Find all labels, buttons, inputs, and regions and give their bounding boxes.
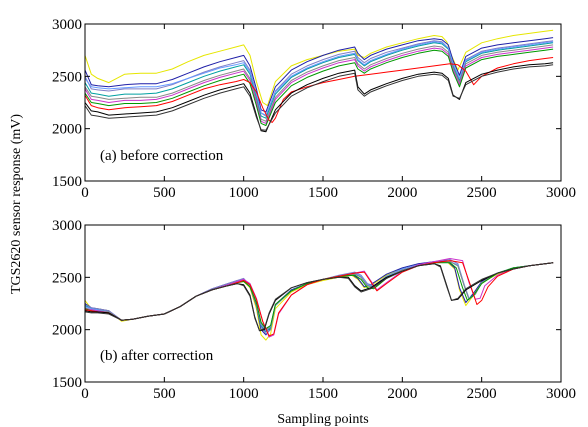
y-tick-label: 2500 xyxy=(52,270,82,286)
y-axis-label: TGS2620 sensor response (mV) xyxy=(9,114,24,294)
series-line-1 xyxy=(84,261,554,341)
x-tick-label: 500 xyxy=(153,185,176,201)
series-line-11 xyxy=(84,64,554,131)
series-line-9 xyxy=(84,260,554,337)
series-line-5 xyxy=(84,41,554,116)
x-tick-label: 1000 xyxy=(229,185,259,201)
y-tick-label: 3000 xyxy=(52,218,82,234)
x-tick-label: 2500 xyxy=(467,185,497,201)
series-line-11 xyxy=(84,262,554,332)
series-line-5 xyxy=(84,261,554,332)
y-tick-label: 2000 xyxy=(52,323,82,339)
panel-a: 0 500 1000 1500 2000 2500 3000 1500 2000 2500 3000… xyxy=(52,17,576,201)
x-tick-label: 1000 xyxy=(229,386,259,402)
x-tick-label: 500 xyxy=(153,386,176,402)
series-line-4 xyxy=(84,42,554,119)
series-line-7 xyxy=(84,46,554,124)
series-line-8 xyxy=(84,262,554,330)
panel-b: 0 500 1000 1500 2000 2500 3000 1500 2000 2500 3000… xyxy=(52,218,576,402)
series-line-6 xyxy=(84,44,554,122)
series-line-2 xyxy=(84,37,554,113)
y-tick-label: 1500 xyxy=(52,174,82,190)
x-axis-label: Sampling points xyxy=(277,412,368,427)
x-tick-label: 1500 xyxy=(308,185,338,201)
series-line-8 xyxy=(84,48,554,126)
y-tick-label: 2500 xyxy=(52,69,82,85)
x-tick-label: 0 xyxy=(81,185,89,201)
panel-annotation: (b) after correction xyxy=(100,348,214,364)
y-tick-label: 3000 xyxy=(52,17,82,33)
series-line-9 xyxy=(84,57,554,123)
x-tick-label: 3000 xyxy=(546,386,576,402)
x-tick-label: 2000 xyxy=(387,185,417,201)
panel-annotation: (a) before correction xyxy=(100,148,224,164)
x-tick-label: 2000 xyxy=(387,386,417,402)
y-tick-label: 2000 xyxy=(52,122,82,138)
x-tick-label: 2500 xyxy=(467,386,497,402)
series-line-6 xyxy=(84,261,554,331)
x-tick-label: 1500 xyxy=(308,386,338,402)
y-tick-label: 1500 xyxy=(52,375,82,391)
x-tick-label: 3000 xyxy=(546,185,576,201)
x-tick-label: 0 xyxy=(81,386,89,402)
